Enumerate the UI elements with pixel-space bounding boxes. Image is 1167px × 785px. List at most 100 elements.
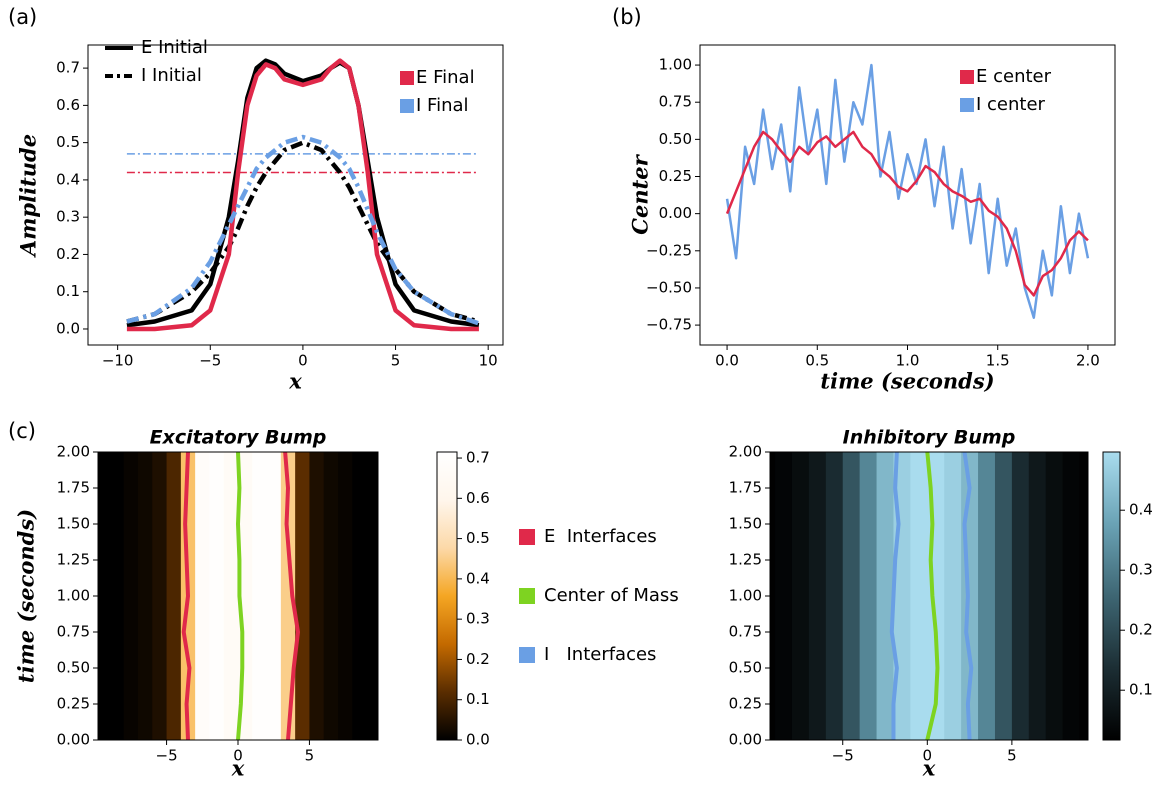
legend-label: E center bbox=[976, 66, 1052, 87]
y-tick-label: 1.25 bbox=[57, 551, 90, 569]
interface-line bbox=[181, 451, 192, 741]
y-tick-label: 0.25 bbox=[729, 695, 762, 713]
heat-column bbox=[1011, 452, 1030, 740]
y-axis-label: Amplitude bbox=[16, 134, 41, 258]
panel-label: (c) bbox=[8, 419, 36, 443]
y-tick-label: 1.50 bbox=[57, 515, 90, 533]
y-tick-label: 0.75 bbox=[57, 623, 90, 641]
heat-column bbox=[825, 452, 844, 740]
y-tick-label: 0.25 bbox=[659, 167, 692, 185]
x-tick-label: −5 bbox=[156, 747, 178, 765]
colorbar-tick-label: 0.4 bbox=[1129, 501, 1153, 519]
y-tick-label: 0.2 bbox=[56, 245, 80, 263]
heat-column bbox=[1045, 452, 1064, 740]
heat-column bbox=[876, 452, 894, 740]
legend-label: E Interfaces bbox=[544, 526, 657, 547]
x-tick-label: 5 bbox=[391, 352, 401, 370]
series-line bbox=[126, 140, 480, 324]
x-tick-label: 0 bbox=[233, 747, 243, 765]
heat-column bbox=[266, 452, 282, 740]
heat-column bbox=[152, 452, 168, 740]
colorbar-tick-label: 0.3 bbox=[466, 610, 490, 628]
colorbar-tick-label: 0.4 bbox=[466, 569, 490, 587]
colorbar-tick-label: 0.2 bbox=[1129, 621, 1153, 639]
heat-column bbox=[1028, 452, 1047, 740]
y-tick-label: 0.50 bbox=[57, 659, 90, 677]
colorbar-tick-label: 0.5 bbox=[466, 529, 490, 547]
heat-column bbox=[109, 452, 125, 740]
colorbar bbox=[436, 451, 458, 741]
heat-column bbox=[223, 452, 239, 740]
colorbar-tick-label: 0.7 bbox=[466, 449, 490, 467]
y-tick-label: 2.00 bbox=[57, 443, 90, 461]
heat-column bbox=[166, 452, 182, 740]
y-axis-label: Center bbox=[628, 153, 653, 234]
legend-label: I Final bbox=[416, 95, 469, 116]
series-line bbox=[725, 130, 1089, 297]
y-tick-label: 0.3 bbox=[56, 208, 80, 226]
panel-label: (a) bbox=[8, 5, 37, 29]
interface-line bbox=[283, 451, 301, 741]
heat-column bbox=[209, 452, 225, 740]
colorbar-tick-label: 0.3 bbox=[1129, 561, 1153, 579]
heat-column bbox=[1079, 452, 1089, 740]
x-tick-label: 0.0 bbox=[715, 352, 739, 370]
interface-line bbox=[925, 451, 940, 741]
y-tick-label: 0.75 bbox=[729, 623, 762, 641]
y-tick-label: 0.00 bbox=[659, 204, 692, 222]
series-line bbox=[126, 58, 479, 332]
colorbar-tick-label: 0.2 bbox=[466, 650, 490, 668]
y-tick-label: 1.00 bbox=[57, 587, 90, 605]
heat-column bbox=[770, 452, 776, 740]
heat-column bbox=[978, 452, 996, 740]
heat-column bbox=[842, 452, 861, 740]
legend-label: E Initial bbox=[141, 37, 208, 58]
interface-line bbox=[235, 451, 245, 741]
plot-frame bbox=[87, 44, 504, 346]
legend-marker bbox=[960, 70, 974, 84]
heat-column bbox=[138, 452, 153, 740]
y-tick-label: 1.00 bbox=[659, 56, 692, 74]
y-axis-label: time (seconds) bbox=[14, 509, 39, 683]
y-tick-label: 0.1 bbox=[56, 282, 80, 300]
y-tick-label: −0.50 bbox=[646, 278, 692, 296]
y-tick-label: 1.00 bbox=[729, 587, 762, 605]
heat-column bbox=[338, 452, 353, 740]
colorbar-tick-label: 0.6 bbox=[466, 489, 490, 507]
heat-column bbox=[123, 452, 139, 740]
legend-label: I center bbox=[976, 94, 1046, 115]
chart-title: Excitatory Bump bbox=[150, 427, 327, 449]
plot-frame bbox=[699, 44, 1116, 346]
legend-marker bbox=[519, 588, 535, 604]
chart-title: Inhibitory Bump bbox=[843, 427, 1016, 449]
y-tick-label: 0.4 bbox=[56, 170, 80, 188]
series-line bbox=[126, 134, 480, 326]
colorbar bbox=[1102, 451, 1121, 741]
heat-column bbox=[808, 452, 827, 740]
x-tick-label: 0.5 bbox=[805, 352, 829, 370]
y-tick-label: 2.00 bbox=[729, 443, 762, 461]
legend-marker bbox=[400, 99, 414, 113]
legend-label: I Interfaces bbox=[544, 644, 656, 665]
y-tick-label: 0.5 bbox=[56, 133, 80, 151]
heat-column bbox=[295, 452, 310, 740]
y-tick-label: 0.7 bbox=[56, 59, 80, 77]
legend-label: E Final bbox=[416, 67, 475, 88]
y-tick-label: 1.75 bbox=[57, 479, 90, 497]
x-axis-label: x bbox=[922, 756, 936, 781]
heat-column bbox=[994, 452, 1013, 740]
series-line bbox=[725, 63, 1090, 319]
heat-column bbox=[944, 452, 962, 740]
y-tick-label: −0.75 bbox=[646, 316, 692, 334]
x-axis-label: x bbox=[231, 756, 245, 781]
x-tick-label: 5 bbox=[305, 747, 315, 765]
y-tick-label: 0.50 bbox=[659, 130, 692, 148]
interface-line bbox=[889, 451, 901, 740]
interface-line bbox=[962, 451, 974, 741]
y-tick-label: 0.75 bbox=[659, 93, 692, 111]
heat-column bbox=[859, 452, 878, 740]
heat-column bbox=[910, 452, 928, 740]
y-tick-label: 1.25 bbox=[729, 551, 762, 569]
heat-column bbox=[252, 452, 268, 740]
